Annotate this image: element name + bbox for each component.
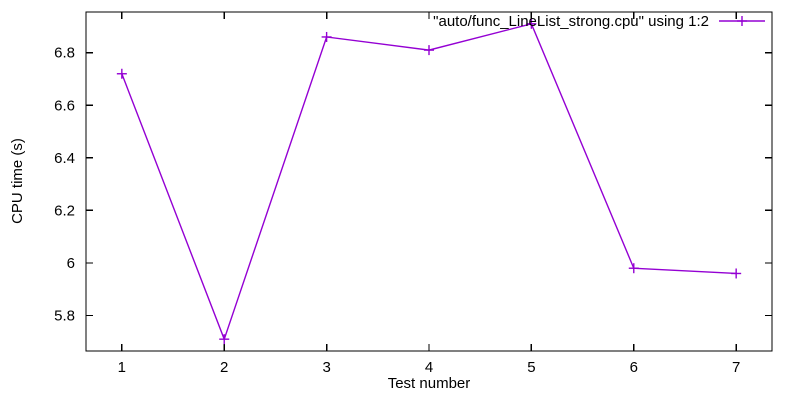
x-axis-title: Test number	[388, 375, 471, 392]
data-point-marker	[424, 45, 434, 56]
x-axis-tick-labels: 1 2 3 4 5 6 7	[118, 359, 741, 376]
chart-legend: "auto/func_LineList_strong.cpu" using 1:…	[433, 13, 765, 30]
y-tick-label: 6.2	[54, 202, 75, 219]
y-tick-label: 6	[67, 255, 75, 272]
x-tick-label: 5	[527, 359, 535, 376]
data-point-marker	[116, 68, 127, 79]
y-tick-label: 6.8	[54, 45, 75, 62]
x-tick-label: 4	[425, 359, 433, 376]
x-tick-label: 1	[118, 359, 126, 376]
y-tick-label: 6.4	[54, 150, 75, 167]
series-line	[121, 22, 737, 342]
x-tick-label: 2	[220, 359, 228, 376]
x-axis-ticks	[121, 12, 737, 351]
data-series-layer	[116, 18, 742, 345]
x-tick-label: 6	[630, 359, 638, 376]
x-tick-label: 3	[322, 359, 330, 376]
data-point-marker	[628, 263, 639, 274]
y-tick-label: 5.8	[54, 308, 75, 325]
legend-entry-label: "auto/func_LineList_strong.cpu" using 1:…	[433, 13, 709, 30]
y-axis-ticks	[86, 52, 772, 317]
y-tick-label: 6.6	[54, 97, 75, 114]
data-point-marker	[526, 18, 537, 29]
data-point-marker	[219, 334, 230, 345]
x-tick-label: 7	[732, 359, 740, 376]
data-point-marker	[731, 268, 742, 279]
y-axis-title: CPU time (s)	[9, 138, 26, 224]
plot-border	[85, 11, 773, 352]
legend-line-sample	[719, 16, 765, 26]
data-point-marker	[321, 31, 332, 42]
y-axis-tick-labels: 5.8 6 6.2 6.4 6.6 6.8	[54, 45, 75, 325]
